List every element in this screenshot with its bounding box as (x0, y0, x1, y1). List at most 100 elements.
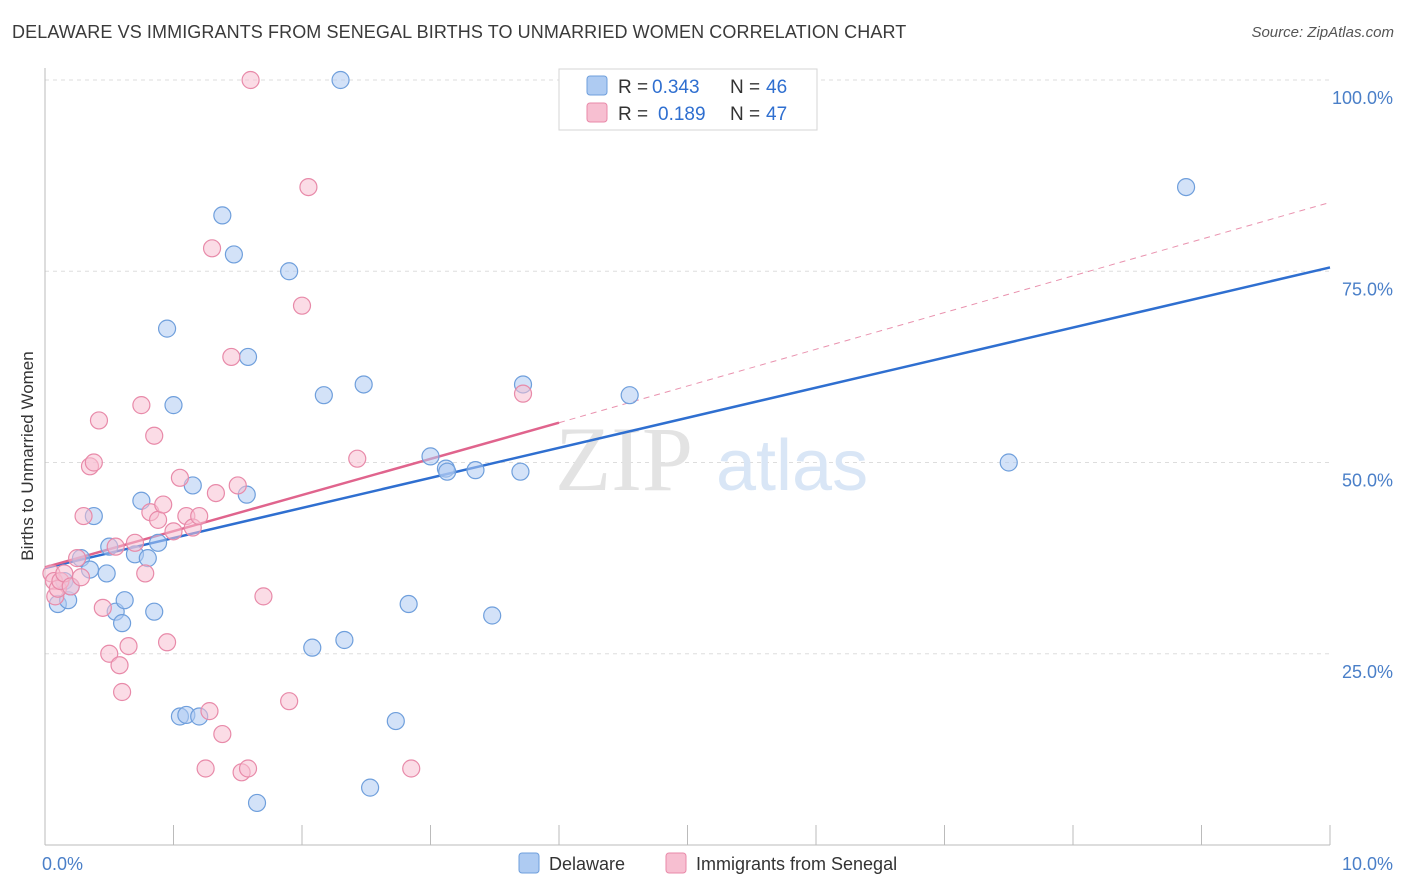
data-points (42, 70, 1196, 813)
y-tick-label-50: 50.0% (1342, 471, 1393, 491)
point-delaware-15 (145, 602, 164, 621)
legend-n-value-1: 46 (766, 77, 787, 98)
point-senegal-13 (93, 598, 112, 617)
point-delaware-45 (999, 453, 1018, 472)
point-senegal-16 (110, 656, 129, 675)
bottom-legend: Delaware Immigrants from Senegal (518, 852, 897, 874)
bottom-legend-senegal: Immigrants from Senegal (696, 854, 897, 874)
grid-lines (45, 79, 1330, 655)
point-senegal-32 (196, 759, 215, 778)
point-senegal-7 (68, 549, 87, 568)
point-senegal-48 (513, 384, 533, 403)
point-delaware-27 (247, 793, 267, 813)
point-delaware-44 (620, 386, 639, 405)
point-senegal-15 (106, 537, 125, 556)
x-ticks (44, 825, 1331, 845)
y-tick-label-100: 100.0% (1332, 88, 1393, 108)
legend-swatch-senegal (586, 102, 608, 123)
legend-n-label-1: N = (730, 77, 760, 98)
point-senegal-33 (200, 702, 219, 721)
point-delaware-42 (511, 462, 530, 481)
point-delaware-23 (213, 206, 232, 225)
point-delaware-24 (224, 245, 243, 264)
point-delaware-35 (386, 711, 405, 731)
point-senegal-21 (136, 564, 155, 583)
point-delaware-30 (314, 386, 333, 405)
point-delaware-32 (335, 630, 354, 650)
point-delaware-28 (280, 262, 299, 281)
point-delaware-36 (399, 594, 418, 614)
x-tick-label-max: 10.0% (1342, 854, 1393, 874)
x-tick-labels: 0.0% 10.0% (42, 854, 1393, 874)
point-delaware-34 (361, 778, 380, 797)
point-delaware-39 (438, 462, 457, 481)
legend-r-label-2: R = (618, 104, 648, 125)
point-senegal-41 (241, 70, 260, 90)
point-delaware-46 (1176, 178, 1196, 197)
point-delaware-31 (331, 70, 350, 90)
point-senegal-46 (348, 449, 367, 468)
point-delaware-29 (303, 638, 322, 657)
point-delaware-26 (238, 347, 258, 367)
point-delaware-40 (466, 461, 485, 480)
legend-n-value-2: 47 (766, 104, 787, 125)
source-credit: Source: ZipAtlas.com (1251, 24, 1394, 41)
trend-line-delaware (44, 266, 1331, 570)
point-senegal-45 (299, 178, 318, 197)
legend-box: R = 0.343 N = 46 R = 0.189 N = 47 (558, 68, 818, 131)
point-senegal-9 (74, 506, 93, 526)
y-tick-labels: 100.0% 75.0% 50.0% 25.0% (1332, 88, 1393, 682)
legend-r-value-1: 0.343 (652, 77, 700, 98)
y-tick-label-75: 75.0% (1342, 279, 1393, 299)
y-tick-label-25: 25.0% (1342, 662, 1393, 682)
legend-r-value-2: 0.189 (658, 104, 706, 125)
point-delaware-16 (148, 533, 168, 552)
point-senegal-19 (125, 533, 145, 552)
point-senegal-27 (164, 522, 183, 541)
point-delaware-10 (112, 614, 132, 633)
point-senegal-24 (148, 510, 168, 529)
point-senegal-12 (89, 411, 109, 430)
point-delaware-18 (164, 396, 183, 415)
point-senegal-43 (280, 692, 299, 711)
legend-swatch-delaware (586, 75, 608, 96)
bottom-legend-swatch-delaware (518, 852, 540, 874)
bottom-legend-delaware: Delaware (549, 854, 625, 874)
point-senegal-18 (119, 636, 138, 656)
point-delaware-14 (138, 549, 157, 568)
point-delaware-17 (157, 319, 177, 338)
point-senegal-8 (71, 568, 91, 587)
bottom-legend-swatch-senegal (665, 852, 687, 874)
point-senegal-42 (254, 587, 273, 606)
point-senegal-28 (170, 468, 190, 487)
point-senegal-47 (402, 759, 421, 778)
point-senegal-37 (222, 347, 241, 367)
point-senegal-36 (213, 724, 232, 744)
point-delaware-37 (421, 447, 440, 466)
point-senegal-40 (238, 759, 258, 778)
legend-n-label-2: N = (730, 104, 760, 125)
point-senegal-17 (112, 682, 132, 702)
point-senegal-20 (132, 396, 151, 415)
point-delaware-33 (354, 375, 373, 394)
point-delaware-41 (483, 606, 502, 625)
point-senegal-34 (202, 239, 222, 258)
y-axis-label: Births to Unmarried Women (18, 351, 37, 560)
legend-r-label-1: R = (618, 77, 648, 98)
watermark: ZIP atlas (555, 408, 868, 510)
point-senegal-38 (228, 476, 247, 495)
point-senegal-26 (157, 633, 177, 652)
trend-extension-senegal (558, 201, 1331, 424)
watermark-atlas: atlas (716, 426, 868, 506)
point-senegal-25 (154, 495, 173, 514)
point-senegal-44 (292, 296, 312, 315)
watermark-zip: ZIP (555, 408, 693, 510)
point-delaware-7 (97, 564, 116, 583)
chart-title: DELAWARE VS IMMIGRANTS FROM SENEGAL BIRT… (12, 22, 907, 42)
point-senegal-35 (206, 484, 226, 503)
point-delaware-11 (115, 591, 134, 610)
point-senegal-11 (84, 453, 103, 472)
point-senegal-23 (145, 426, 164, 445)
x-tick-label-min: 0.0% (42, 854, 83, 874)
